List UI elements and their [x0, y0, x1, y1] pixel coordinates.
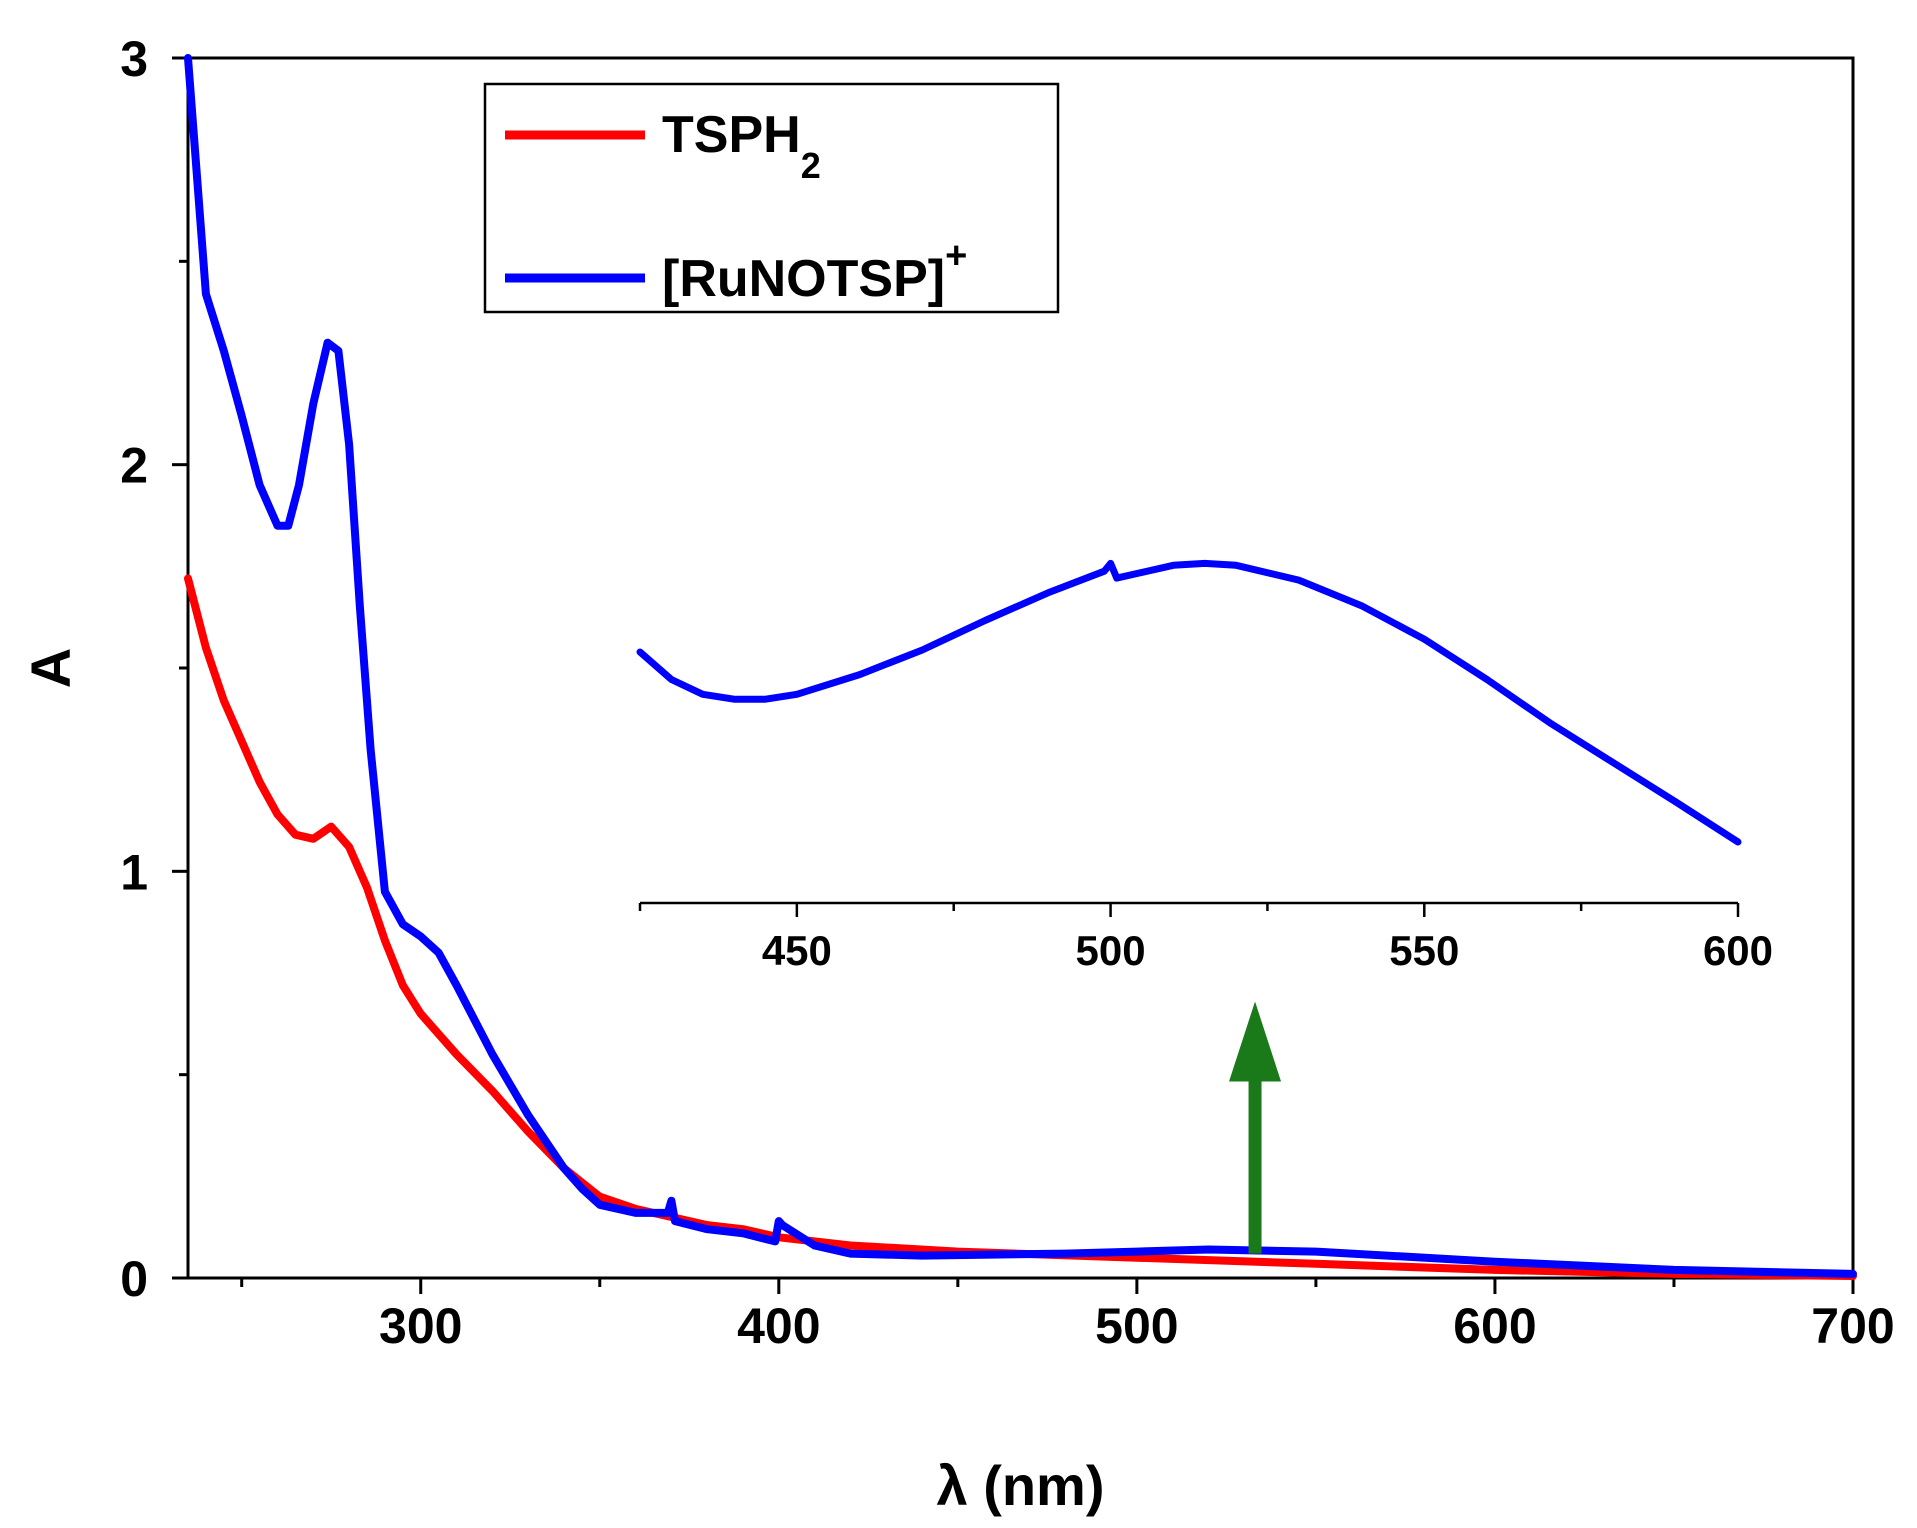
inset-x-tick-label: 450 [762, 927, 832, 974]
y-axis-label: A [19, 648, 82, 688]
legend: TSPH2[RuNOTSP]+ [483, 82, 1060, 314]
inset-x-tick-label: 500 [1076, 927, 1146, 974]
x-tick-label: 600 [1453, 1298, 1536, 1354]
inset-x-tick-label: 600 [1703, 927, 1773, 974]
inset-axes: 450 500 550 600 [638, 901, 1773, 974]
y-tick-label: 0 [120, 1251, 148, 1307]
arrow-head [1229, 1001, 1282, 1082]
runotsp-series-line [184, 54, 1857, 1278]
series-layer [184, 54, 1857, 1280]
y-tick-label: 1 [120, 844, 148, 900]
inset-x-tick-label: 550 [1389, 927, 1459, 974]
inset-runotsp-series-line [636, 559, 1742, 846]
main-axes: 300 400 500 600 700 0 1 2 3 λ (nm) A [19, 31, 1895, 1517]
y-tick-label: 2 [120, 438, 148, 494]
x-tick-label: 300 [379, 1298, 462, 1354]
x-axis-label: λ (nm) [937, 1454, 1105, 1517]
x-tick-label: 500 [1095, 1298, 1178, 1354]
y-tick-label: 3 [120, 31, 148, 87]
annotation-layer [1229, 1001, 1282, 1254]
tsph2-series-line [184, 574, 1857, 1280]
x-tick-label: 700 [1811, 1298, 1894, 1354]
x-tick-label: 400 [737, 1298, 820, 1354]
